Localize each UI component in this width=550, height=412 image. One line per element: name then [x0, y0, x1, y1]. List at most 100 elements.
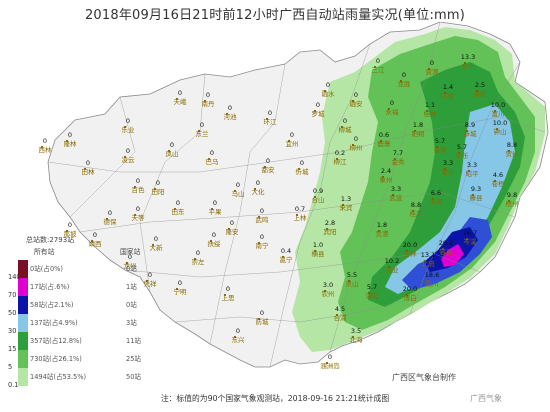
- rain-area-light-blue: [385, 104, 515, 294]
- station-label: 0天峨: [174, 89, 188, 106]
- station-label: 0凤山: [166, 141, 179, 158]
- station-value: 0: [290, 131, 294, 139]
- station-dot: [313, 109, 317, 113]
- station-label: 0忻城: [296, 159, 310, 176]
- station-label: 0东兴: [232, 327, 246, 344]
- station-name: 靖西: [89, 239, 103, 248]
- legend-swatch: [18, 278, 28, 296]
- station-label: 0.9合山: [312, 187, 325, 204]
- station-dot: [471, 193, 475, 197]
- station-name: 梧州: [506, 199, 519, 208]
- station-value: 0: [236, 181, 240, 189]
- footer-note: 注：标值的为90个国家气象观测站，2018-09-16 21:21统计成图: [160, 394, 390, 403]
- station-name: 全州: [462, 61, 475, 70]
- station-value: 0: [178, 89, 182, 97]
- station-label: 2.8宾阳: [324, 219, 337, 236]
- station-value: 0: [402, 71, 406, 79]
- station-value: 0: [226, 285, 230, 293]
- station-value: 13.3: [461, 53, 475, 61]
- station-value: 3.0: [323, 281, 333, 289]
- station-dot: [173, 207, 177, 211]
- station-label: 0龙州: [124, 253, 137, 270]
- station-value: 0: [430, 59, 434, 67]
- station-name: 崇左: [192, 257, 206, 266]
- station-label: 0乐业: [122, 117, 136, 134]
- station-value: 0: [268, 109, 272, 117]
- station-value: 1.0: [313, 241, 323, 249]
- station-dot: [493, 109, 497, 113]
- station-label: 5.5灵山: [346, 271, 359, 288]
- station-name: 资源: [426, 67, 440, 76]
- station-dot: [233, 335, 237, 339]
- station-name: 天峨: [174, 97, 188, 106]
- station-name: 贵港: [376, 229, 390, 238]
- station-name: 灵山: [346, 279, 359, 288]
- station-label: 7.7金秀: [392, 149, 406, 166]
- station-name: 象州: [380, 175, 393, 184]
- station-label: 0.6鹿寨: [378, 131, 392, 148]
- station-dot: [263, 165, 267, 169]
- station-name: 凌云: [122, 155, 136, 164]
- station-dot: [227, 227, 231, 231]
- station-value: 0: [326, 81, 330, 89]
- station-name: 凤山: [166, 149, 179, 158]
- station-dot: [193, 257, 197, 261]
- station-dot: [210, 207, 214, 211]
- station-dot: [151, 243, 155, 247]
- station-name: 北流: [422, 259, 436, 268]
- station-label: 6.6平南: [430, 189, 444, 206]
- legend-level: 140: [8, 273, 21, 281]
- station-value: 0: [43, 137, 47, 145]
- station-name: 合山: [312, 195, 325, 204]
- station-value: 2.8: [325, 219, 335, 227]
- legend-level: 0.1: [8, 381, 19, 389]
- station-label: 3.0钦州: [322, 281, 335, 298]
- station-dot: [133, 213, 137, 217]
- station-value: 0: [256, 179, 260, 187]
- station-label: 0融水: [322, 81, 336, 98]
- station-value: 3.3: [443, 159, 453, 167]
- station-name: 忻城: [296, 167, 310, 176]
- station-name: 凭祥: [144, 279, 158, 288]
- station-name: 兴安: [442, 91, 456, 100]
- station-label: 0扶绥: [208, 231, 222, 248]
- station-name: 富川: [492, 109, 505, 118]
- station-dot: [387, 265, 391, 269]
- station-value: 20.0: [403, 241, 417, 249]
- station-value: 5.7: [435, 137, 445, 145]
- station-label: 0龙胜: [398, 71, 412, 88]
- legend-level: 15: [8, 345, 17, 353]
- station-dot: [257, 215, 261, 219]
- station-value: 0: [230, 219, 234, 227]
- station-label: 5.7荔浦: [434, 137, 448, 154]
- station-dot: [373, 65, 377, 69]
- station-label: 2.4象州: [380, 167, 393, 184]
- station-name: 三江: [372, 66, 386, 74]
- station-dot: [427, 279, 431, 283]
- legend-national-count: 11站: [126, 337, 141, 345]
- station-dot: [425, 109, 429, 113]
- station-label: 0南丹: [202, 91, 216, 108]
- station-label: 0百色: [132, 177, 146, 194]
- station-name: 宾阳: [324, 227, 337, 236]
- station-label: 0河池: [224, 104, 238, 121]
- station-label: 0.7上林: [294, 205, 308, 222]
- legend-row: 730站(占26.1%) 25站: [8, 350, 158, 368]
- station-name: 田东: [172, 207, 186, 216]
- station-value: 0: [156, 179, 160, 187]
- station-label: 1.3来宾: [340, 195, 354, 212]
- station-name: 宁明: [174, 287, 188, 296]
- station-value: 10.0: [491, 101, 505, 109]
- station-dot: [413, 129, 417, 133]
- station-label: 20.0玉林: [403, 241, 417, 258]
- station-dot: [225, 112, 229, 116]
- legend-swatch: [18, 314, 28, 332]
- station-name: 隆安: [226, 227, 240, 236]
- station-label: 0田林: [82, 159, 96, 176]
- legend-level: 5: [8, 363, 13, 371]
- station-value: 3.3: [391, 185, 401, 193]
- station-dot: [257, 317, 261, 321]
- station-label: 0宜州: [286, 131, 299, 148]
- station-label: 3.3昭平: [466, 161, 480, 178]
- station-name: 融水: [322, 89, 336, 98]
